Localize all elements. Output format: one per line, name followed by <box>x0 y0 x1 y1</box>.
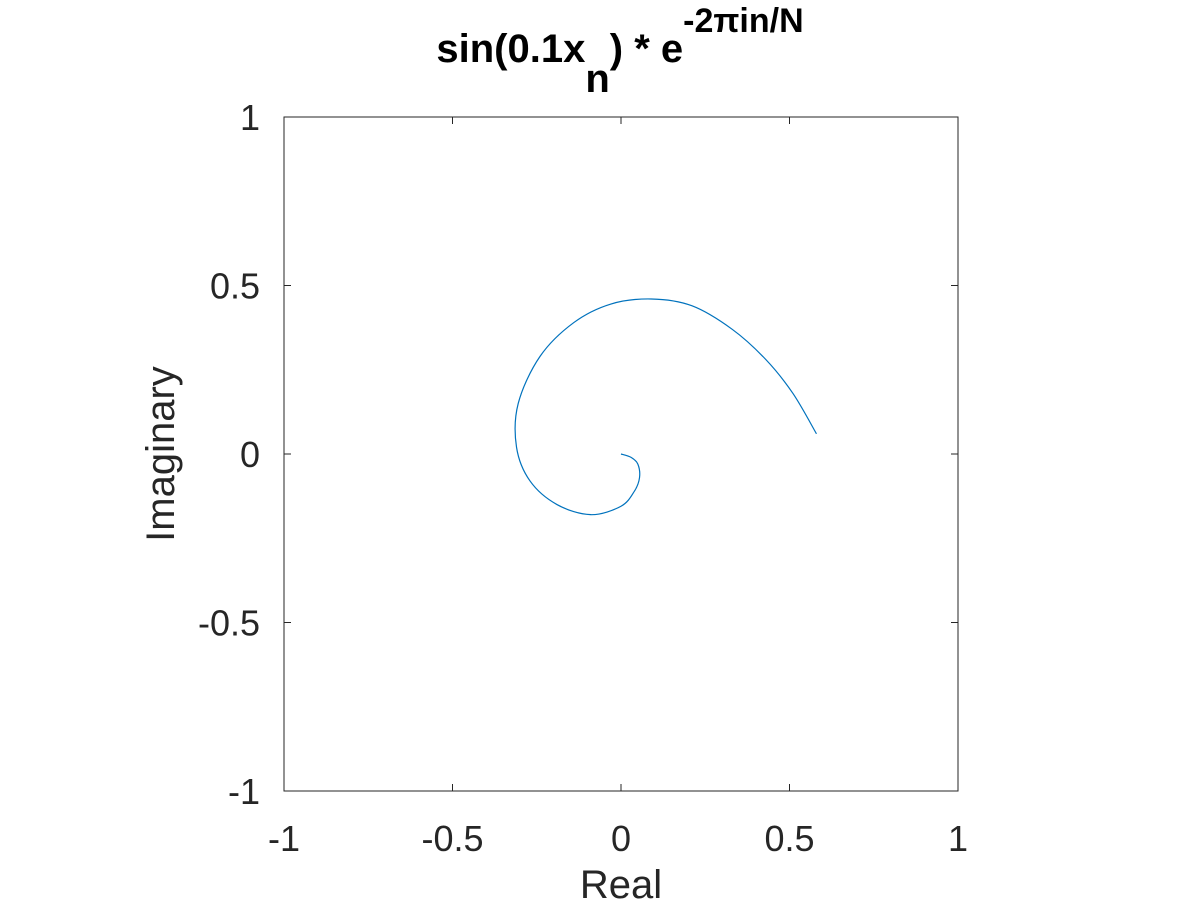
chart-title: sin(0.1xn) * e-2πin/N <box>436 2 803 101</box>
title-superscript: -2πin/N <box>683 2 803 40</box>
x-tick-label: 0.5 <box>764 818 814 859</box>
title-part-2: ) * e <box>610 27 683 71</box>
x-tick-label: -0.5 <box>421 818 483 859</box>
y-tick-label: 1 <box>240 97 260 138</box>
y-tick-label: -0.5 <box>198 603 260 644</box>
y-axis-label: Imaginary <box>139 366 183 542</box>
series-line <box>514 298 817 516</box>
x-tick-label: -1 <box>268 818 300 859</box>
y-tick-label: -1 <box>228 771 260 812</box>
title-part-1: sin(0.1x <box>436 27 585 71</box>
x-tick-label: 0 <box>611 818 631 859</box>
y-tick-label: 0.5 <box>210 266 260 307</box>
tick-labels: -1 -0.5 0 0.5 1 -1 -0.5 0 0.5 1 <box>198 97 968 859</box>
title-subscript: n <box>585 57 609 101</box>
ticks <box>283 116 959 792</box>
y-tick-label: 0 <box>240 434 260 475</box>
x-axis-label: Real <box>580 863 662 900</box>
x-tick-label: 1 <box>948 818 968 859</box>
